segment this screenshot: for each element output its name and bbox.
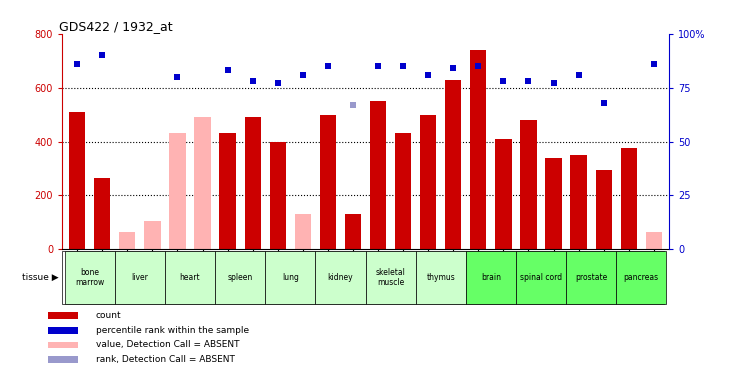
Bar	[645, 232, 662, 249]
Bar	[165, 251, 215, 304]
Bar	[466, 251, 516, 304]
Text: percentile rank within the sample: percentile rank within the sample	[96, 326, 249, 335]
Bar	[566, 251, 616, 304]
Bar	[194, 117, 211, 249]
Text: prostate: prostate	[575, 273, 607, 282]
Bar	[48, 327, 78, 334]
Bar	[345, 214, 361, 249]
Bar	[319, 115, 336, 249]
Text: spleen: spleen	[227, 273, 253, 282]
Bar	[420, 115, 436, 249]
Bar	[621, 148, 637, 249]
Bar	[119, 232, 135, 249]
Bar	[270, 142, 286, 249]
Bar	[48, 356, 78, 363]
Text: spinal cord: spinal cord	[520, 273, 562, 282]
Bar	[69, 112, 86, 249]
Bar	[366, 251, 416, 304]
Bar	[315, 251, 366, 304]
Bar	[570, 155, 587, 249]
Bar	[64, 251, 115, 304]
Text: lung: lung	[282, 273, 299, 282]
Bar	[596, 170, 612, 249]
Bar	[48, 312, 78, 319]
Text: liver: liver	[132, 273, 148, 282]
Bar	[470, 50, 486, 249]
Bar	[395, 134, 412, 249]
Text: heart: heart	[180, 273, 200, 282]
Text: rank, Detection Call = ABSENT: rank, Detection Call = ABSENT	[96, 355, 235, 364]
Bar	[370, 101, 386, 249]
Bar	[545, 158, 561, 249]
Bar	[265, 251, 315, 304]
Bar	[520, 120, 537, 249]
Text: brain: brain	[481, 273, 501, 282]
Bar	[416, 251, 466, 304]
Text: value, Detection Call = ABSENT: value, Detection Call = ABSENT	[96, 340, 239, 350]
Text: tissue ▶: tissue ▶	[22, 273, 58, 282]
Text: thymus: thymus	[426, 273, 455, 282]
Bar	[245, 117, 261, 249]
Text: kidney: kidney	[327, 273, 353, 282]
Bar	[295, 214, 311, 249]
Bar	[170, 134, 186, 249]
Bar	[144, 221, 161, 249]
Bar	[115, 251, 165, 304]
Text: bone
marrow: bone marrow	[75, 268, 105, 287]
Text: count: count	[96, 311, 121, 320]
Text: GDS422 / 1932_at: GDS422 / 1932_at	[59, 20, 173, 33]
Text: pancreas: pancreas	[624, 273, 659, 282]
Bar	[516, 251, 566, 304]
Bar	[495, 139, 512, 249]
Bar	[219, 134, 236, 249]
Bar	[94, 178, 110, 249]
Bar	[616, 251, 667, 304]
Bar	[445, 80, 461, 249]
Text: skeletal
muscle: skeletal muscle	[376, 268, 406, 287]
Bar	[215, 251, 265, 304]
Bar	[48, 342, 78, 348]
